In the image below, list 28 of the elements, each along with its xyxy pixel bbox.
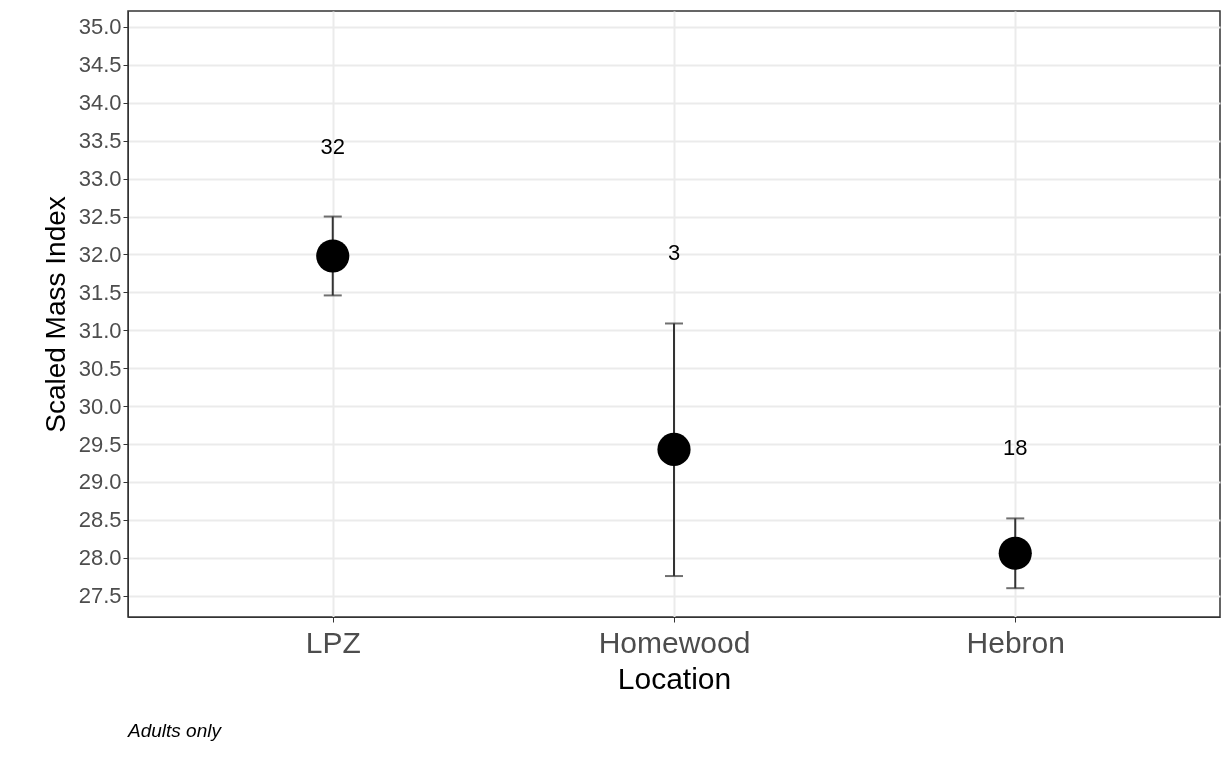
x-tick-label: Homewood <box>598 625 751 659</box>
y-tick-label: 33.0 <box>78 166 122 192</box>
y-tick-label: 34.0 <box>78 90 122 116</box>
y-tick-label: 30.5 <box>78 355 122 381</box>
y-tick-label: 31.5 <box>78 279 122 305</box>
y-tick-label: 32.5 <box>78 204 122 230</box>
y-tick-label: 30.0 <box>78 393 122 419</box>
text: Adults only <box>127 720 223 741</box>
annotation: 3 <box>667 240 681 266</box>
x-tick-label: Hebron <box>966 625 1065 659</box>
y-axis-title: Scaled Mass Index <box>39 196 71 433</box>
y-tick-label: 34.5 <box>78 52 122 78</box>
x-axis-title: Location <box>617 661 732 695</box>
x-tick-label: LPZ <box>305 625 361 659</box>
point <box>657 432 691 466</box>
point <box>998 536 1032 570</box>
y-tick-label: 28.5 <box>78 507 122 533</box>
y-tick-label: 29.5 <box>78 431 122 457</box>
y-tick-label: 29.0 <box>78 469 122 495</box>
annotation: 32 <box>320 133 345 159</box>
y-tick-label: 35.0 <box>78 14 122 40</box>
y-tick-label: 28.0 <box>78 545 122 571</box>
y-tick-label: 31.0 <box>78 317 122 343</box>
y-tick-label: 27.5 <box>78 583 122 609</box>
point <box>316 239 350 273</box>
y-tick-label: 33.5 <box>78 128 122 154</box>
annotation: 18 <box>1003 435 1028 461</box>
y-tick-label: 32.0 <box>78 241 122 267</box>
